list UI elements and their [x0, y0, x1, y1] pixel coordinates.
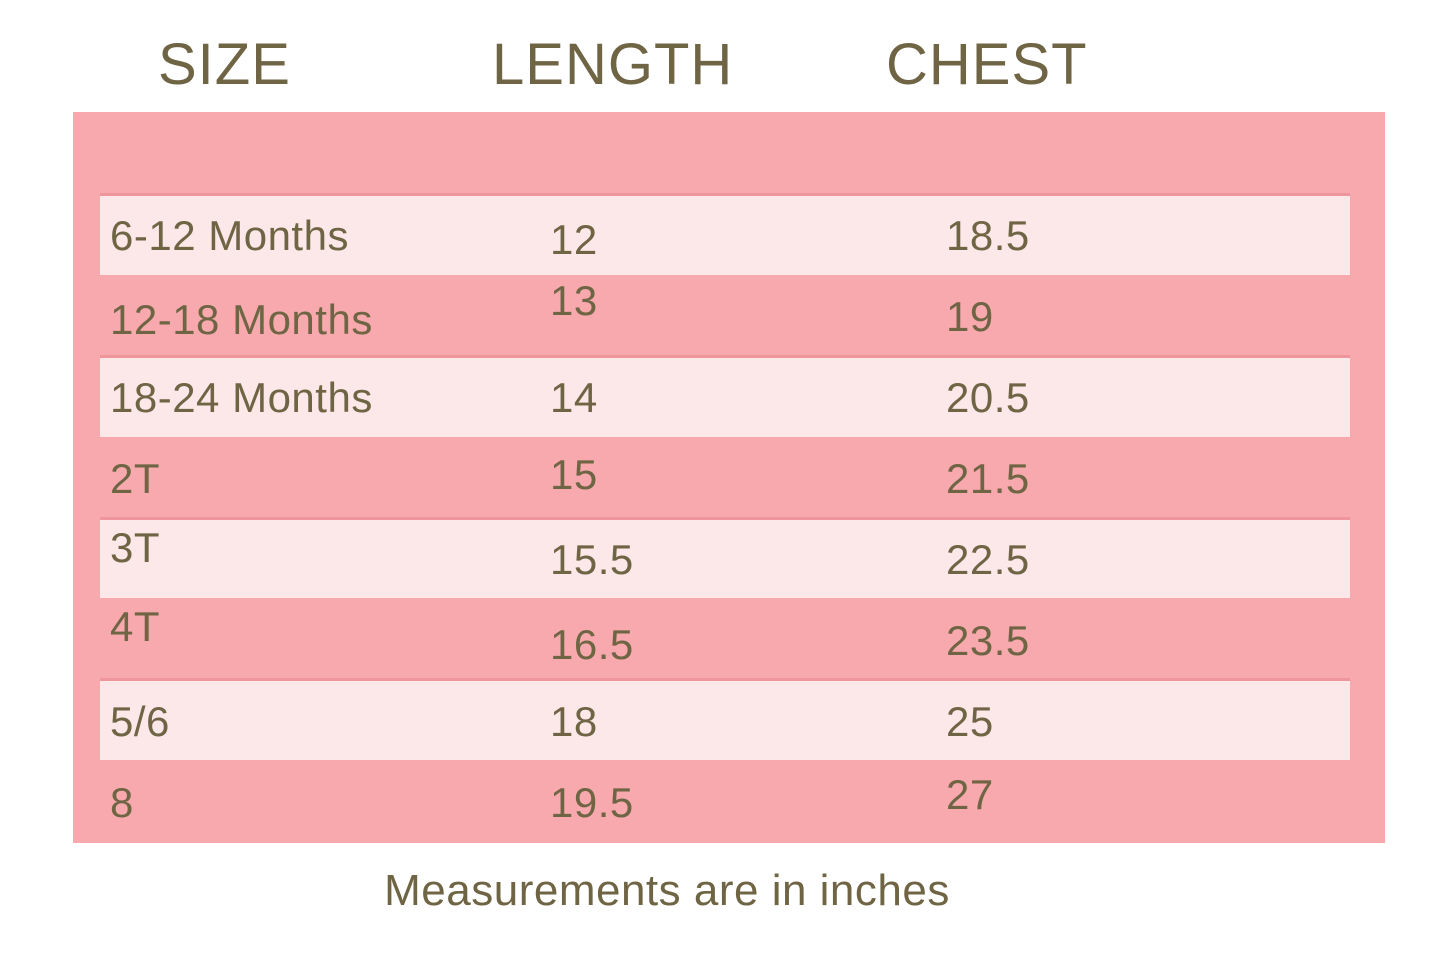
length-cell: 19.5 [550, 778, 634, 826]
size-cell: 5/6 [110, 697, 170, 745]
chest-cell: 20.5 [946, 374, 1030, 422]
chest-cell: 18.5 [946, 212, 1030, 260]
chest-cell: 19 [946, 293, 994, 341]
size-cell: 12-18 Months [110, 296, 373, 344]
length-cell: 16.5 [550, 620, 634, 668]
rows-container: 6-12 Months 12 18.5 12-18 Months 13 19 1… [73, 196, 1385, 843]
chest-cell: 22.5 [946, 535, 1030, 583]
length-cell: 15 [550, 451, 598, 499]
length-cell: 12 [550, 216, 598, 264]
row-stripe [100, 196, 1350, 275]
length-cell: 15.5 [550, 535, 634, 583]
column-header-chest: CHEST [886, 32, 1088, 97]
size-cell: 18-24 Months [110, 374, 373, 422]
size-cell: 8 [110, 778, 134, 826]
length-cell: 14 [550, 374, 598, 422]
table-row: 18-24 Months 14 20.5 [73, 357, 1385, 439]
row-stripe [100, 519, 1350, 599]
chest-cell: 25 [946, 697, 994, 745]
row-stripe [100, 681, 1350, 761]
size-cell: 4T [110, 602, 161, 650]
size-chart-panel: 6-12 Months 12 18.5 12-18 Months 13 19 1… [73, 112, 1385, 843]
chest-cell: 27 [946, 770, 994, 818]
size-cell: 3T [110, 523, 161, 571]
table-row: 5/6 18 25 [73, 681, 1385, 762]
table-row: 2T 15 21.5 [73, 439, 1385, 520]
table-row: 8 19.5 27 [73, 762, 1385, 843]
table-row: 3T 15.5 22.5 [73, 519, 1385, 601]
table-row: 4T 16.5 23.5 [73, 600, 1385, 681]
length-cell: 18 [550, 697, 598, 745]
size-cell: 2T [110, 455, 161, 503]
row-stripe [100, 357, 1350, 437]
size-cell: 6-12 Months [110, 212, 349, 260]
column-header-size: SIZE [158, 32, 291, 97]
column-header-length: LENGTH [492, 32, 734, 97]
chest-cell: 23.5 [946, 616, 1030, 664]
chest-cell: 21.5 [946, 455, 1030, 503]
table-row: 12-18 Months 13 19 [73, 277, 1385, 358]
table-row: 6-12 Months 12 18.5 [73, 196, 1385, 277]
length-cell: 13 [550, 277, 598, 325]
footer-note: Measurements are in inches [384, 866, 950, 915]
